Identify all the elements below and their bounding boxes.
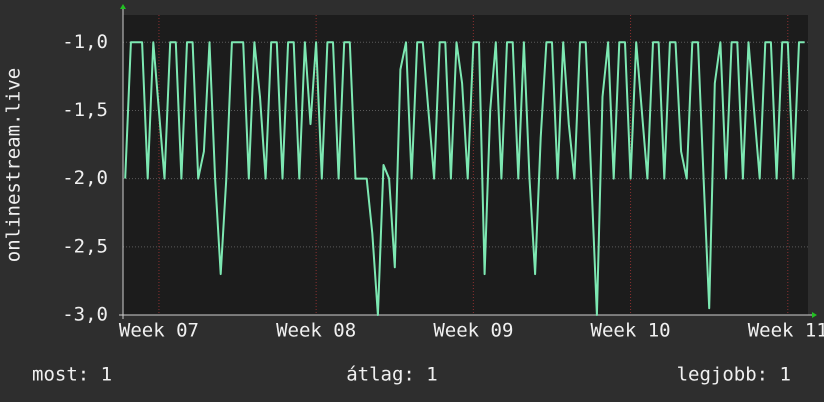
y-tick-label: -2,0 bbox=[62, 167, 108, 189]
axis-arrow bbox=[812, 312, 817, 318]
legend-item: most: 1 bbox=[32, 364, 112, 386]
x-tick-label: Week 09 bbox=[433, 320, 513, 342]
legend-item: legjobb: 1 bbox=[677, 364, 791, 386]
plot-area bbox=[123, 15, 808, 315]
legend-item: átlag: 1 bbox=[346, 364, 438, 386]
y-axis-label: onlinestream.live bbox=[3, 68, 25, 262]
x-tick-label: Week 08 bbox=[276, 320, 356, 342]
x-tick-label: Week 07 bbox=[119, 320, 199, 342]
y-tick-label: -2,5 bbox=[62, 235, 108, 257]
x-tick-label: Week 10 bbox=[591, 320, 671, 342]
data-line bbox=[124, 41, 805, 316]
y-tick-label: -1,5 bbox=[62, 99, 108, 121]
x-tick-label: Week 11 bbox=[748, 320, 824, 342]
axis-arrow bbox=[120, 4, 126, 9]
y-tick-label: -1,0 bbox=[62, 31, 108, 53]
y-tick-label: -3,0 bbox=[62, 304, 108, 326]
